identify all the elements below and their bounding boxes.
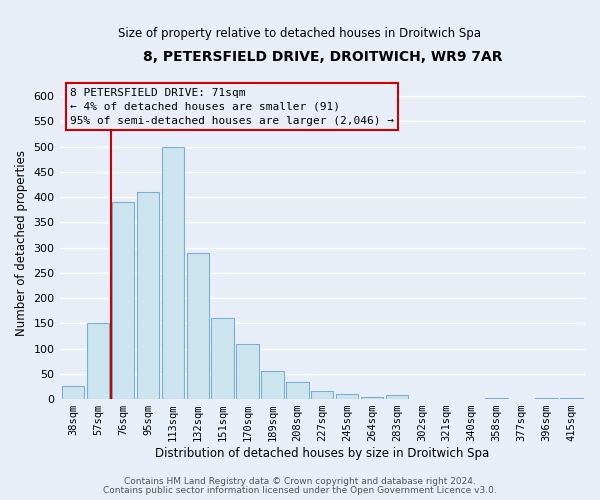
Bar (211, 318, 234, 399)
Bar (112, 202, 134, 399)
Bar (485, 398, 508, 399)
Bar (361, 396, 383, 399)
Bar (261, 372, 284, 399)
Text: 8 PETERSFIELD DRIVE: 71sqm
← 4% of detached houses are smaller (91)
95% of semi-: 8 PETERSFIELD DRIVE: 71sqm ← 4% of detac… (70, 88, 394, 126)
Bar (560, 398, 583, 399)
Bar (62, 386, 85, 399)
Bar (236, 344, 259, 399)
Bar (311, 391, 334, 399)
Bar (286, 382, 308, 399)
Bar (187, 252, 209, 399)
X-axis label: Distribution of detached houses by size in Droitwich Spa: Distribution of detached houses by size … (155, 447, 490, 460)
Bar (535, 398, 557, 399)
Bar (410, 398, 433, 399)
Bar (161, 146, 184, 399)
Bar (87, 324, 109, 399)
Bar (137, 192, 159, 399)
Y-axis label: Number of detached properties: Number of detached properties (15, 150, 28, 336)
Text: Contains public sector information licensed under the Open Government Licence v3: Contains public sector information licen… (103, 486, 497, 495)
Bar (336, 394, 358, 399)
Text: Contains HM Land Registry data © Crown copyright and database right 2024.: Contains HM Land Registry data © Crown c… (124, 477, 476, 486)
Bar (386, 395, 408, 399)
Text: Size of property relative to detached houses in Droitwich Spa: Size of property relative to detached ho… (119, 28, 482, 40)
Title: 8, PETERSFIELD DRIVE, DROITWICH, WR9 7AR: 8, PETERSFIELD DRIVE, DROITWICH, WR9 7AR (143, 50, 502, 64)
